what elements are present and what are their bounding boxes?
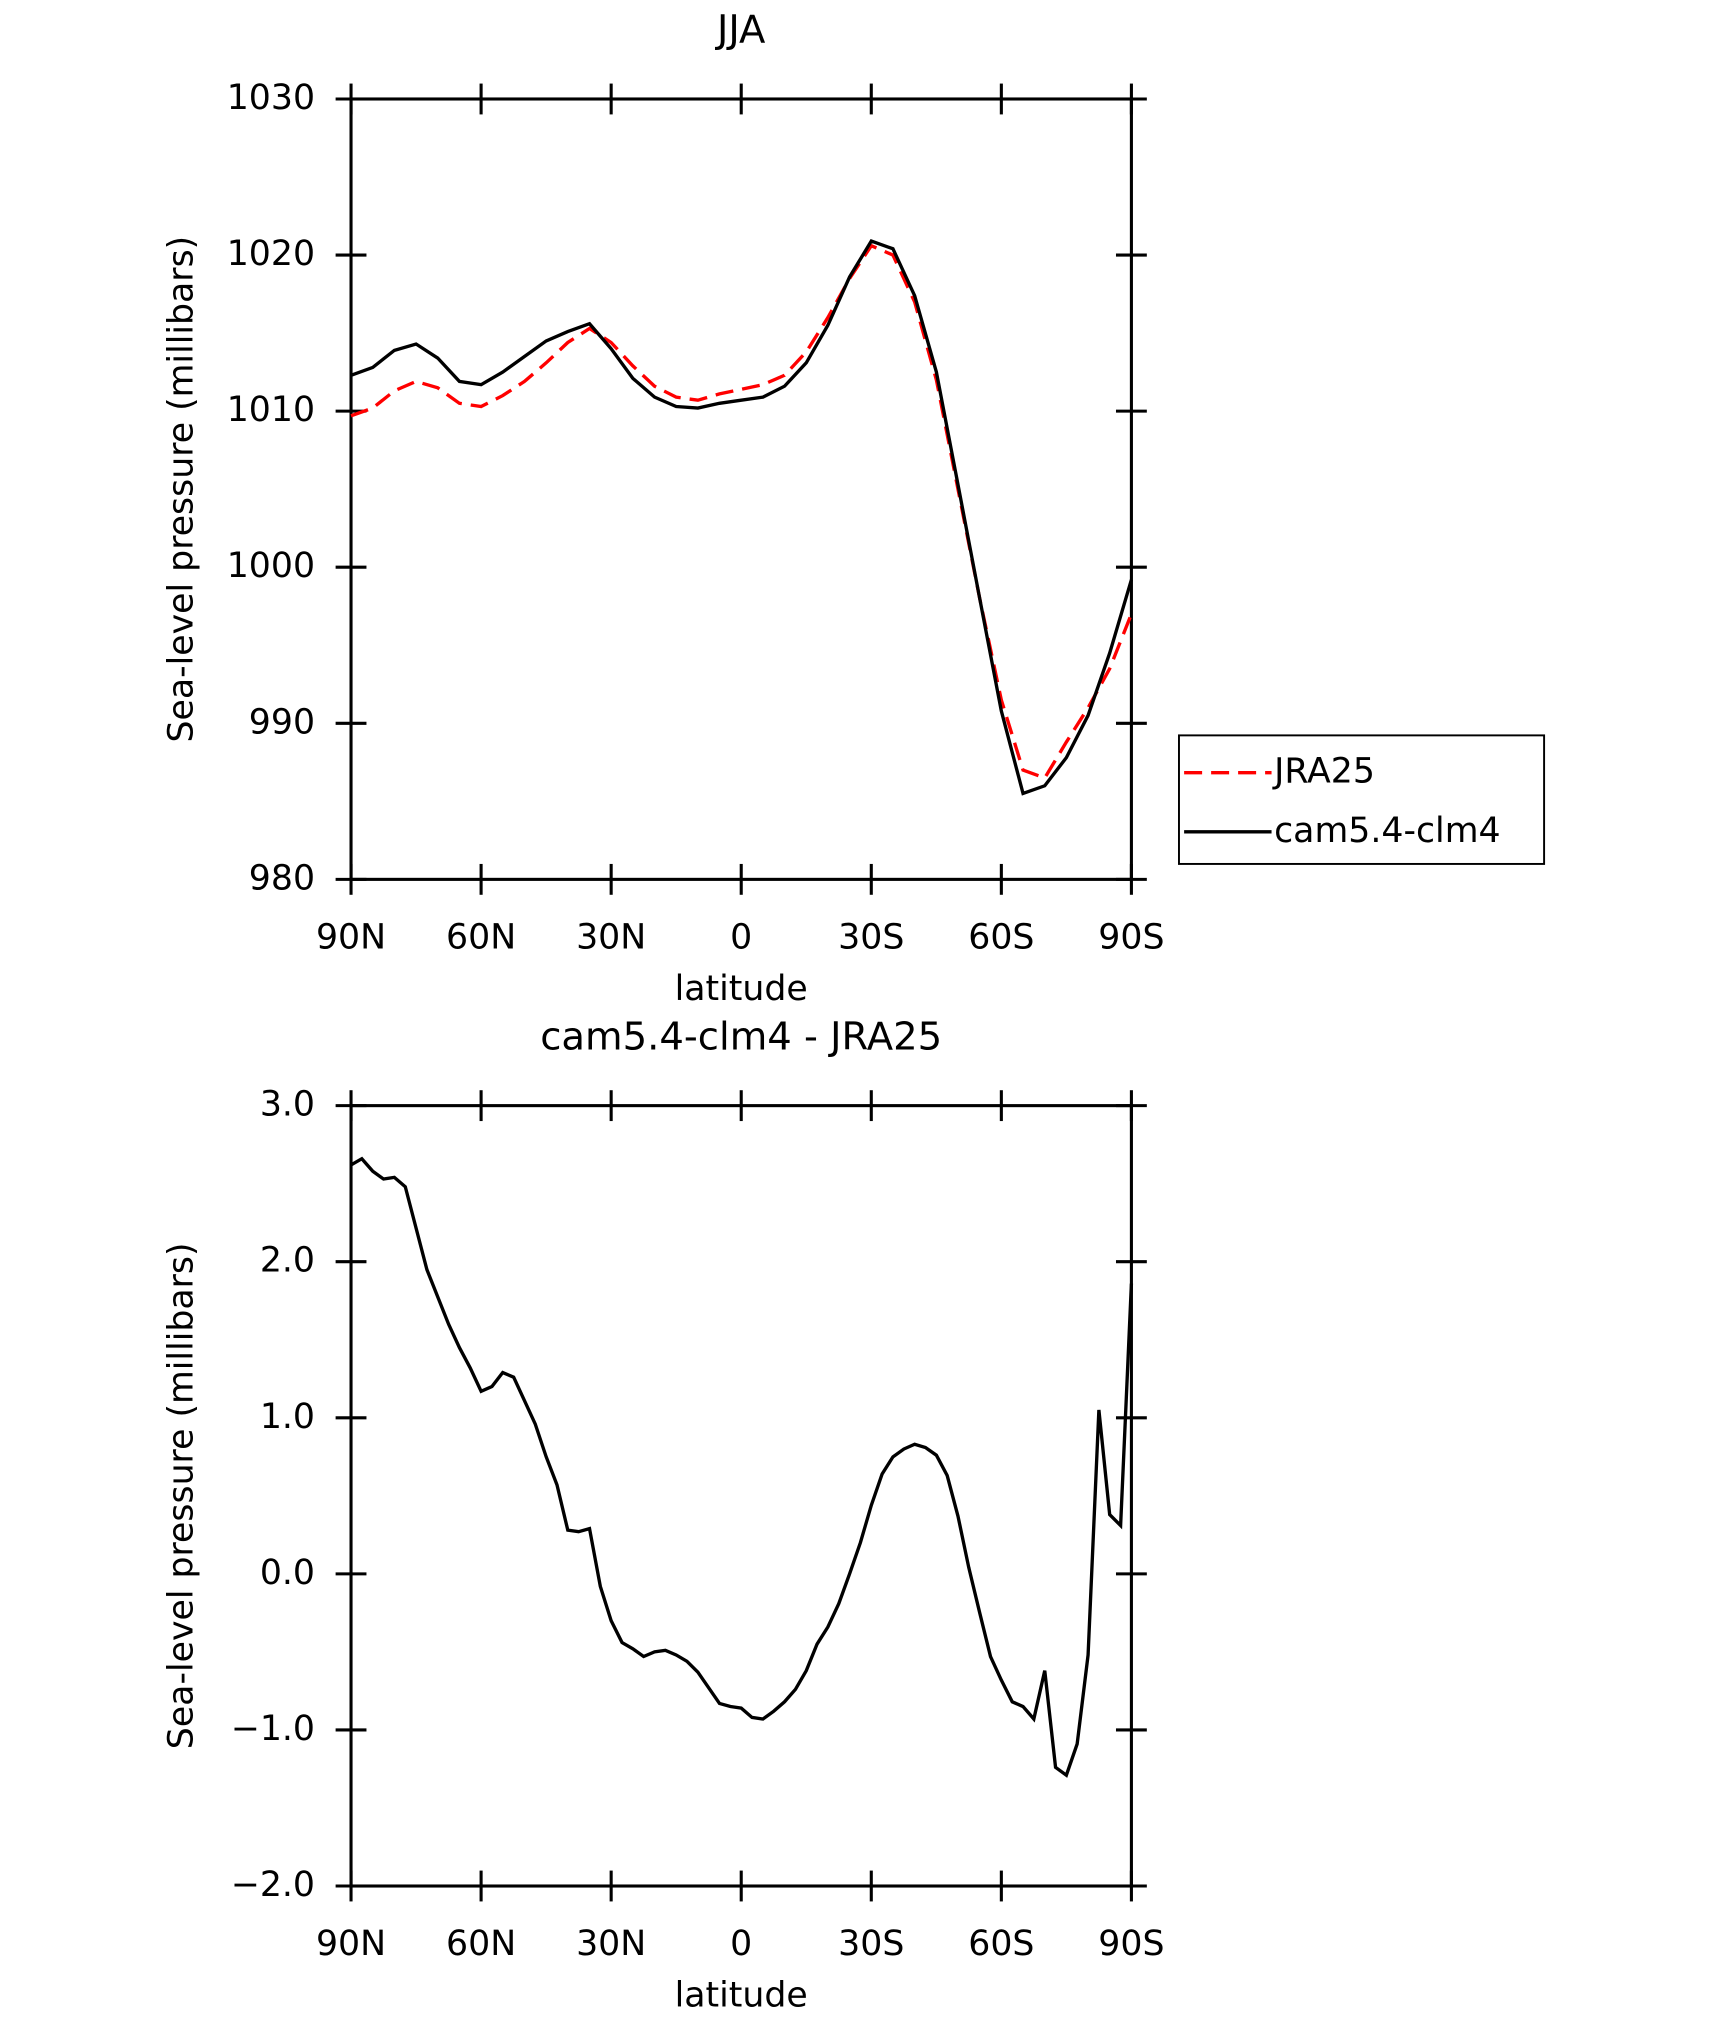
y-tick-label: 1020 (227, 234, 315, 274)
x-tick-label: 0 (730, 918, 752, 958)
x-tick-label: 30S (838, 918, 904, 958)
y-tick-label: −2.0 (231, 1865, 315, 1905)
legend-box (1178, 734, 1546, 865)
y-tick-label: 1010 (227, 390, 315, 430)
x-tick-label: 60N (446, 1924, 516, 1964)
y-tick-label: 990 (249, 702, 315, 742)
chart-title: JJA (715, 8, 766, 53)
data-line (350, 243, 1133, 780)
legend-label: JRA25 (1272, 752, 1375, 792)
y-tick-label: 3.0 (260, 1085, 315, 1125)
y-tick-label: 980 (249, 858, 315, 898)
x-tick-label: 60N (446, 918, 516, 958)
data-line (350, 1156, 1134, 1778)
x-axis-label: latitude (675, 969, 808, 1009)
x-tick-label: 90S (1098, 918, 1164, 958)
plot-frame (349, 1104, 1133, 1888)
y-tick-label: 2.0 (260, 1241, 315, 1281)
x-tick-label: 90N (316, 918, 386, 958)
x-tick-label: 0 (730, 1924, 752, 1964)
data-line (350, 239, 1134, 796)
y-axis-label: Sea-level pressure (millibars) (162, 1242, 202, 1749)
x-tick-label: 90N (316, 1924, 386, 1964)
x-tick-label: 30N (576, 918, 646, 958)
x-tick-label: 60S (968, 918, 1034, 958)
y-tick-label: 0.0 (260, 1553, 315, 1593)
x-axis-label: latitude (675, 1976, 808, 2016)
x-tick-label: 90S (1098, 1924, 1164, 1964)
chart-title: cam5.4-clm4 - JRA25 (540, 1014, 942, 1059)
y-tick-label: 1030 (227, 78, 315, 118)
legend-label: cam5.4-clm4 (1274, 811, 1500, 851)
y-tick-label: 1000 (227, 546, 315, 586)
plot-frame (349, 97, 1133, 881)
x-tick-label: 60S (968, 1924, 1034, 1964)
y-tick-label: 1.0 (260, 1397, 315, 1437)
y-axis-label: Sea-level pressure (millibars) (162, 236, 202, 743)
x-tick-label: 30S (838, 1924, 904, 1964)
y-tick-label: −1.0 (231, 1709, 315, 1749)
x-tick-label: 30N (576, 1924, 646, 1964)
